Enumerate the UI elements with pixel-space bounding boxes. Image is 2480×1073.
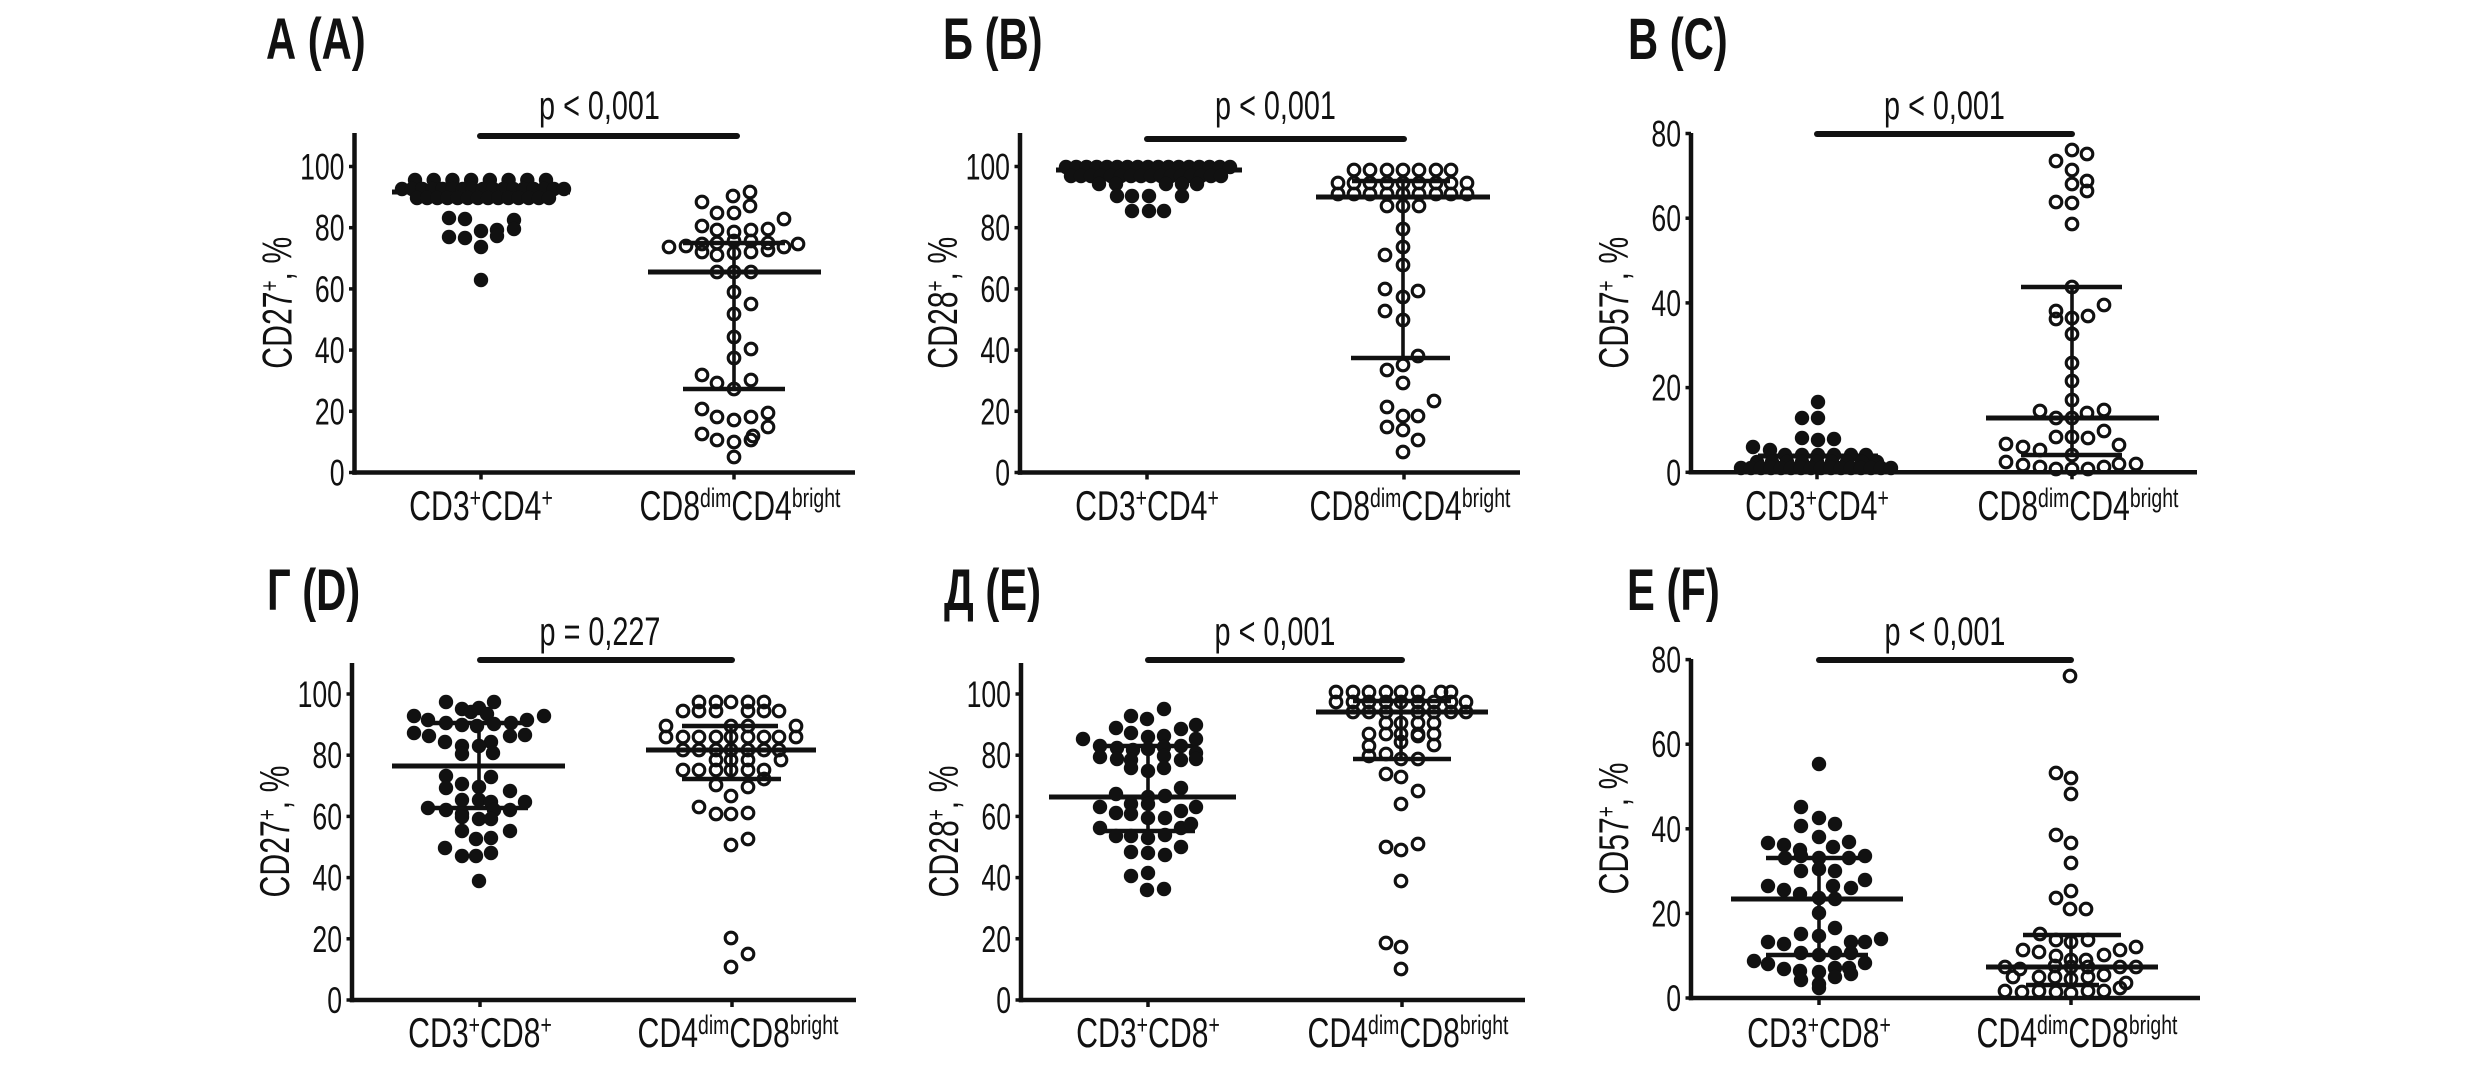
svg-text:CD8dimCD4bright: CD8dimCD4bright — [1978, 482, 2179, 529]
svg-text:40: 40 — [1651, 283, 1681, 324]
svg-text:60: 60 — [980, 269, 1010, 310]
svg-text:100: 100 — [298, 674, 342, 715]
svg-text:80: 80 — [1651, 113, 1681, 154]
svg-text:p < 0,001: p < 0,001 — [539, 83, 660, 128]
svg-text:CD57+, %: CD57+, % — [1590, 763, 1637, 895]
svg-text:В (С): В (С) — [1628, 6, 1728, 71]
svg-text:20: 20 — [981, 919, 1011, 960]
svg-text:0: 0 — [327, 980, 342, 1021]
svg-text:CD8dimCD4bright: CD8dimCD4bright — [640, 482, 841, 529]
svg-text:80: 80 — [315, 207, 345, 248]
svg-text:80: 80 — [1651, 639, 1681, 680]
svg-text:40: 40 — [315, 330, 345, 371]
svg-text:CD3+CD8+: CD3+CD8+ — [408, 1009, 552, 1056]
svg-text:80: 80 — [981, 735, 1011, 776]
svg-text:40: 40 — [980, 330, 1010, 371]
svg-text:80: 80 — [980, 207, 1010, 248]
svg-text:100: 100 — [966, 146, 1010, 187]
svg-text:0: 0 — [996, 980, 1011, 1021]
svg-text:60: 60 — [981, 796, 1011, 837]
svg-text:CD28+, %: CD28+, % — [920, 766, 967, 898]
svg-text:p < 0,001: p < 0,001 — [1215, 83, 1336, 128]
svg-text:CD28+, %: CD28+, % — [919, 237, 966, 369]
svg-text:0: 0 — [995, 452, 1010, 493]
svg-text:CD8dimCD4bright: CD8dimCD4bright — [1310, 482, 1511, 529]
svg-text:20: 20 — [315, 391, 345, 432]
svg-text:0: 0 — [1666, 978, 1681, 1019]
svg-text:Д (Е): Д (Е) — [944, 557, 1041, 622]
svg-text:0: 0 — [1666, 452, 1681, 493]
svg-text:100: 100 — [967, 674, 1011, 715]
svg-text:40: 40 — [981, 857, 1011, 898]
svg-text:p < 0,001: p < 0,001 — [1884, 83, 2005, 128]
svg-text:p < 0,001: p < 0,001 — [1215, 609, 1336, 654]
svg-text:60: 60 — [315, 269, 345, 310]
svg-text:CD3+CD8+: CD3+CD8+ — [1076, 1009, 1220, 1056]
svg-text:0: 0 — [330, 452, 345, 493]
svg-text:CD27+, %: CD27+, % — [254, 237, 301, 369]
svg-text:20: 20 — [1651, 893, 1681, 934]
svg-text:60: 60 — [1651, 724, 1681, 765]
svg-text:CD27+, %: CD27+, % — [251, 766, 298, 898]
svg-text:CD4dimCD8bright: CD4dimCD8bright — [1308, 1009, 1509, 1056]
svg-text:Е (F): Е (F) — [1627, 557, 1720, 622]
svg-text:20: 20 — [1651, 367, 1681, 408]
svg-text:100: 100 — [300, 146, 344, 187]
svg-text:А (А): А (А) — [266, 6, 366, 71]
svg-text:60: 60 — [1651, 198, 1681, 239]
svg-text:CD3+CD4+: CD3+CD4+ — [1075, 482, 1219, 529]
svg-text:CD3+CD8+: CD3+CD8+ — [1747, 1009, 1891, 1056]
svg-text:40: 40 — [1651, 809, 1681, 850]
svg-text:CD4dimCD8bright: CD4dimCD8bright — [638, 1009, 839, 1056]
svg-text:CD4dimCD8bright: CD4dimCD8bright — [1977, 1009, 2178, 1056]
svg-text:CD3+CD4+: CD3+CD4+ — [1745, 482, 1889, 529]
svg-text:p = 0,227: p = 0,227 — [540, 609, 661, 654]
svg-text:40: 40 — [312, 857, 342, 898]
svg-text:Б (В): Б (В) — [943, 6, 1043, 71]
svg-text:80: 80 — [312, 735, 342, 776]
svg-text:60: 60 — [312, 796, 342, 837]
svg-text:CD57+, %: CD57+, % — [1590, 237, 1637, 369]
svg-text:p < 0,001: p < 0,001 — [1885, 609, 2006, 654]
svg-text:20: 20 — [980, 391, 1010, 432]
svg-text:20: 20 — [312, 919, 342, 960]
svg-text:CD3+CD4+: CD3+CD4+ — [409, 482, 553, 529]
svg-text:Г (D): Г (D) — [267, 557, 360, 622]
